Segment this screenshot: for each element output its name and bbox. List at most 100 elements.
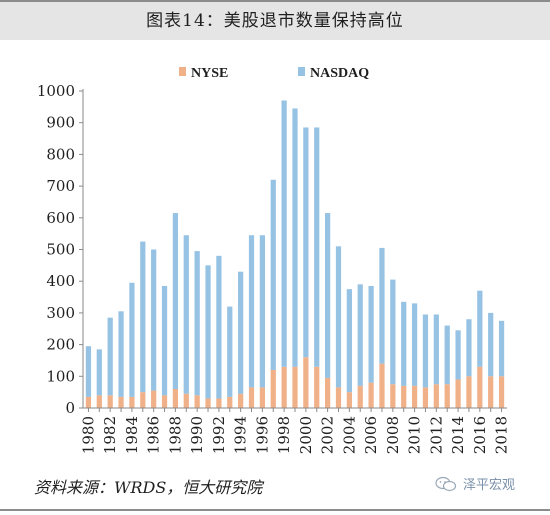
bar-nyse-1997 <box>270 369 276 408</box>
bar-nasdaq-2009 <box>401 301 407 386</box>
bar-nyse-1986 <box>151 390 157 408</box>
bar-nasdaq-2010 <box>411 303 418 386</box>
bar-nasdaq-1990 <box>194 251 200 396</box>
bar-nyse-2016 <box>477 366 483 408</box>
bar-nasdaq-2005 <box>357 284 363 386</box>
y-tick-label: 500 <box>46 241 75 259</box>
bar-nasdaq-1992 <box>216 255 222 399</box>
x-axis: 1980 1982 1984 1986 1988 1990 1992 1994 1996 1998… <box>79 407 511 454</box>
bar-nasdaq-1989 <box>183 235 189 394</box>
bar-nyse-2005 <box>357 385 363 408</box>
y-tick-label: 800 <box>46 145 75 163</box>
wechat-icon <box>435 476 457 492</box>
bar-nasdaq-1994 <box>238 271 244 394</box>
bar-nyse-2009 <box>401 385 407 408</box>
bar-nyse-2012 <box>433 384 439 408</box>
x-tick-label: 1984 <box>123 416 141 454</box>
bar-nyse-2004 <box>346 392 352 408</box>
bar-nasdaq-1984 <box>129 282 135 397</box>
bar-nyse-1987 <box>161 395 168 408</box>
x-tick-label: 2006 <box>362 416 380 454</box>
bar-nyse-2002 <box>325 377 331 408</box>
y-tick-label: 600 <box>46 209 75 227</box>
bar-nyse-1991 <box>205 398 211 408</box>
y-tick-label: 400 <box>46 272 75 290</box>
bar-nasdaq-1985 <box>140 241 146 393</box>
bar-nasdaq-2007 <box>379 247 385 364</box>
bar-nyse-2013 <box>444 384 450 408</box>
bar-nasdaq-2001 <box>314 127 320 367</box>
bar-nyse-1989 <box>183 393 189 408</box>
bar-nyse-2003 <box>335 387 342 408</box>
bar-nasdaq-1993 <box>227 306 233 397</box>
bar-nyse-1996 <box>259 387 265 408</box>
x-tick-label: 2016 <box>471 416 489 454</box>
legend-swatch-nasdaq <box>298 67 305 76</box>
bar-nasdaq-2013 <box>444 325 450 385</box>
source-note: 资料来源：WRDS，恒大研究院 <box>34 478 263 497</box>
y-tick-label: 200 <box>46 336 75 354</box>
x-tick-label: 1990 <box>188 416 206 454</box>
x-tick-label: 2012 <box>427 416 445 454</box>
bar-nasdaq-2006 <box>368 285 374 383</box>
x-tick-label: 2010 <box>406 416 424 454</box>
y-tick-label: 100 <box>46 367 75 385</box>
bar-nyse-2011 <box>422 387 429 408</box>
x-tick-label: 1996 <box>253 416 271 454</box>
bar-nyse-1985 <box>140 392 146 408</box>
x-tick-label: 1980 <box>79 416 97 454</box>
bar-nasdaq-1981 <box>96 349 102 396</box>
bar-nyse-2000 <box>303 357 309 408</box>
bar-nyse-2006 <box>368 382 374 408</box>
bar-nasdaq-1996 <box>259 235 265 388</box>
bar-nasdaq-1991 <box>205 265 211 399</box>
x-tick-label: 1988 <box>166 416 184 454</box>
bar-nasdaq-2015 <box>466 319 472 377</box>
bar-nyse-2001 <box>314 366 320 408</box>
y-tick-label: 1000 <box>37 82 75 100</box>
x-tick-label: 2000 <box>297 416 315 454</box>
x-tick-label: 2002 <box>319 416 337 454</box>
bar-nasdaq-2016 <box>477 290 483 367</box>
x-tick-label: 2018 <box>493 416 511 454</box>
bar-nyse-1981 <box>96 395 102 408</box>
bar-nasdaq-1980 <box>85 346 92 397</box>
y-axis: 0 100 200 300 400 500 600 700 800 900 1000 <box>37 82 84 417</box>
bar-nasdaq-2003 <box>335 246 342 388</box>
bar-nyse-1993 <box>227 396 233 408</box>
bar-nyse-2008 <box>390 384 396 408</box>
bar-nasdaq-2018 <box>498 320 505 377</box>
bar-nasdaq-1999 <box>292 108 298 367</box>
bar-nyse-1988 <box>172 388 179 408</box>
bar-nyse-2014 <box>455 379 461 408</box>
x-tick-label: 2008 <box>384 416 402 454</box>
y-tick-label: 900 <box>46 114 75 132</box>
bar-nyse-1998 <box>281 366 287 408</box>
bar-nyse-1984 <box>129 396 135 408</box>
bar-nasdaq-2012 <box>433 314 439 385</box>
bars <box>85 100 505 408</box>
bar-nyse-1999 <box>292 366 298 408</box>
x-tick-label: 1982 <box>101 416 119 454</box>
bottom-rule <box>0 509 550 511</box>
bar-nyse-1980 <box>85 396 92 408</box>
bar-nyse-1990 <box>194 395 200 408</box>
bar-nasdaq-2004 <box>346 289 352 393</box>
bar-nasdaq-2002 <box>325 213 331 378</box>
bar-nasdaq-1997 <box>270 179 276 370</box>
bar-nasdaq-1998 <box>281 100 287 367</box>
bar-nasdaq-1983 <box>118 311 124 397</box>
y-tick-label: 0 <box>65 399 75 417</box>
bar-nasdaq-1986 <box>151 249 157 391</box>
bar-nasdaq-2014 <box>455 330 461 380</box>
bar-nyse-1983 <box>118 396 124 408</box>
y-tick-label: 300 <box>46 304 75 322</box>
bar-nyse-2010 <box>411 385 418 408</box>
bar-nyse-2015 <box>466 376 472 408</box>
bar-nyse-1982 <box>107 395 113 408</box>
legend-swatch-nyse <box>179 67 186 76</box>
x-tick-label: 2014 <box>449 416 467 454</box>
bar-nyse-1995 <box>248 387 255 408</box>
legend-label-nyse: NYSE <box>191 66 228 81</box>
bar-nyse-2018 <box>498 376 505 408</box>
